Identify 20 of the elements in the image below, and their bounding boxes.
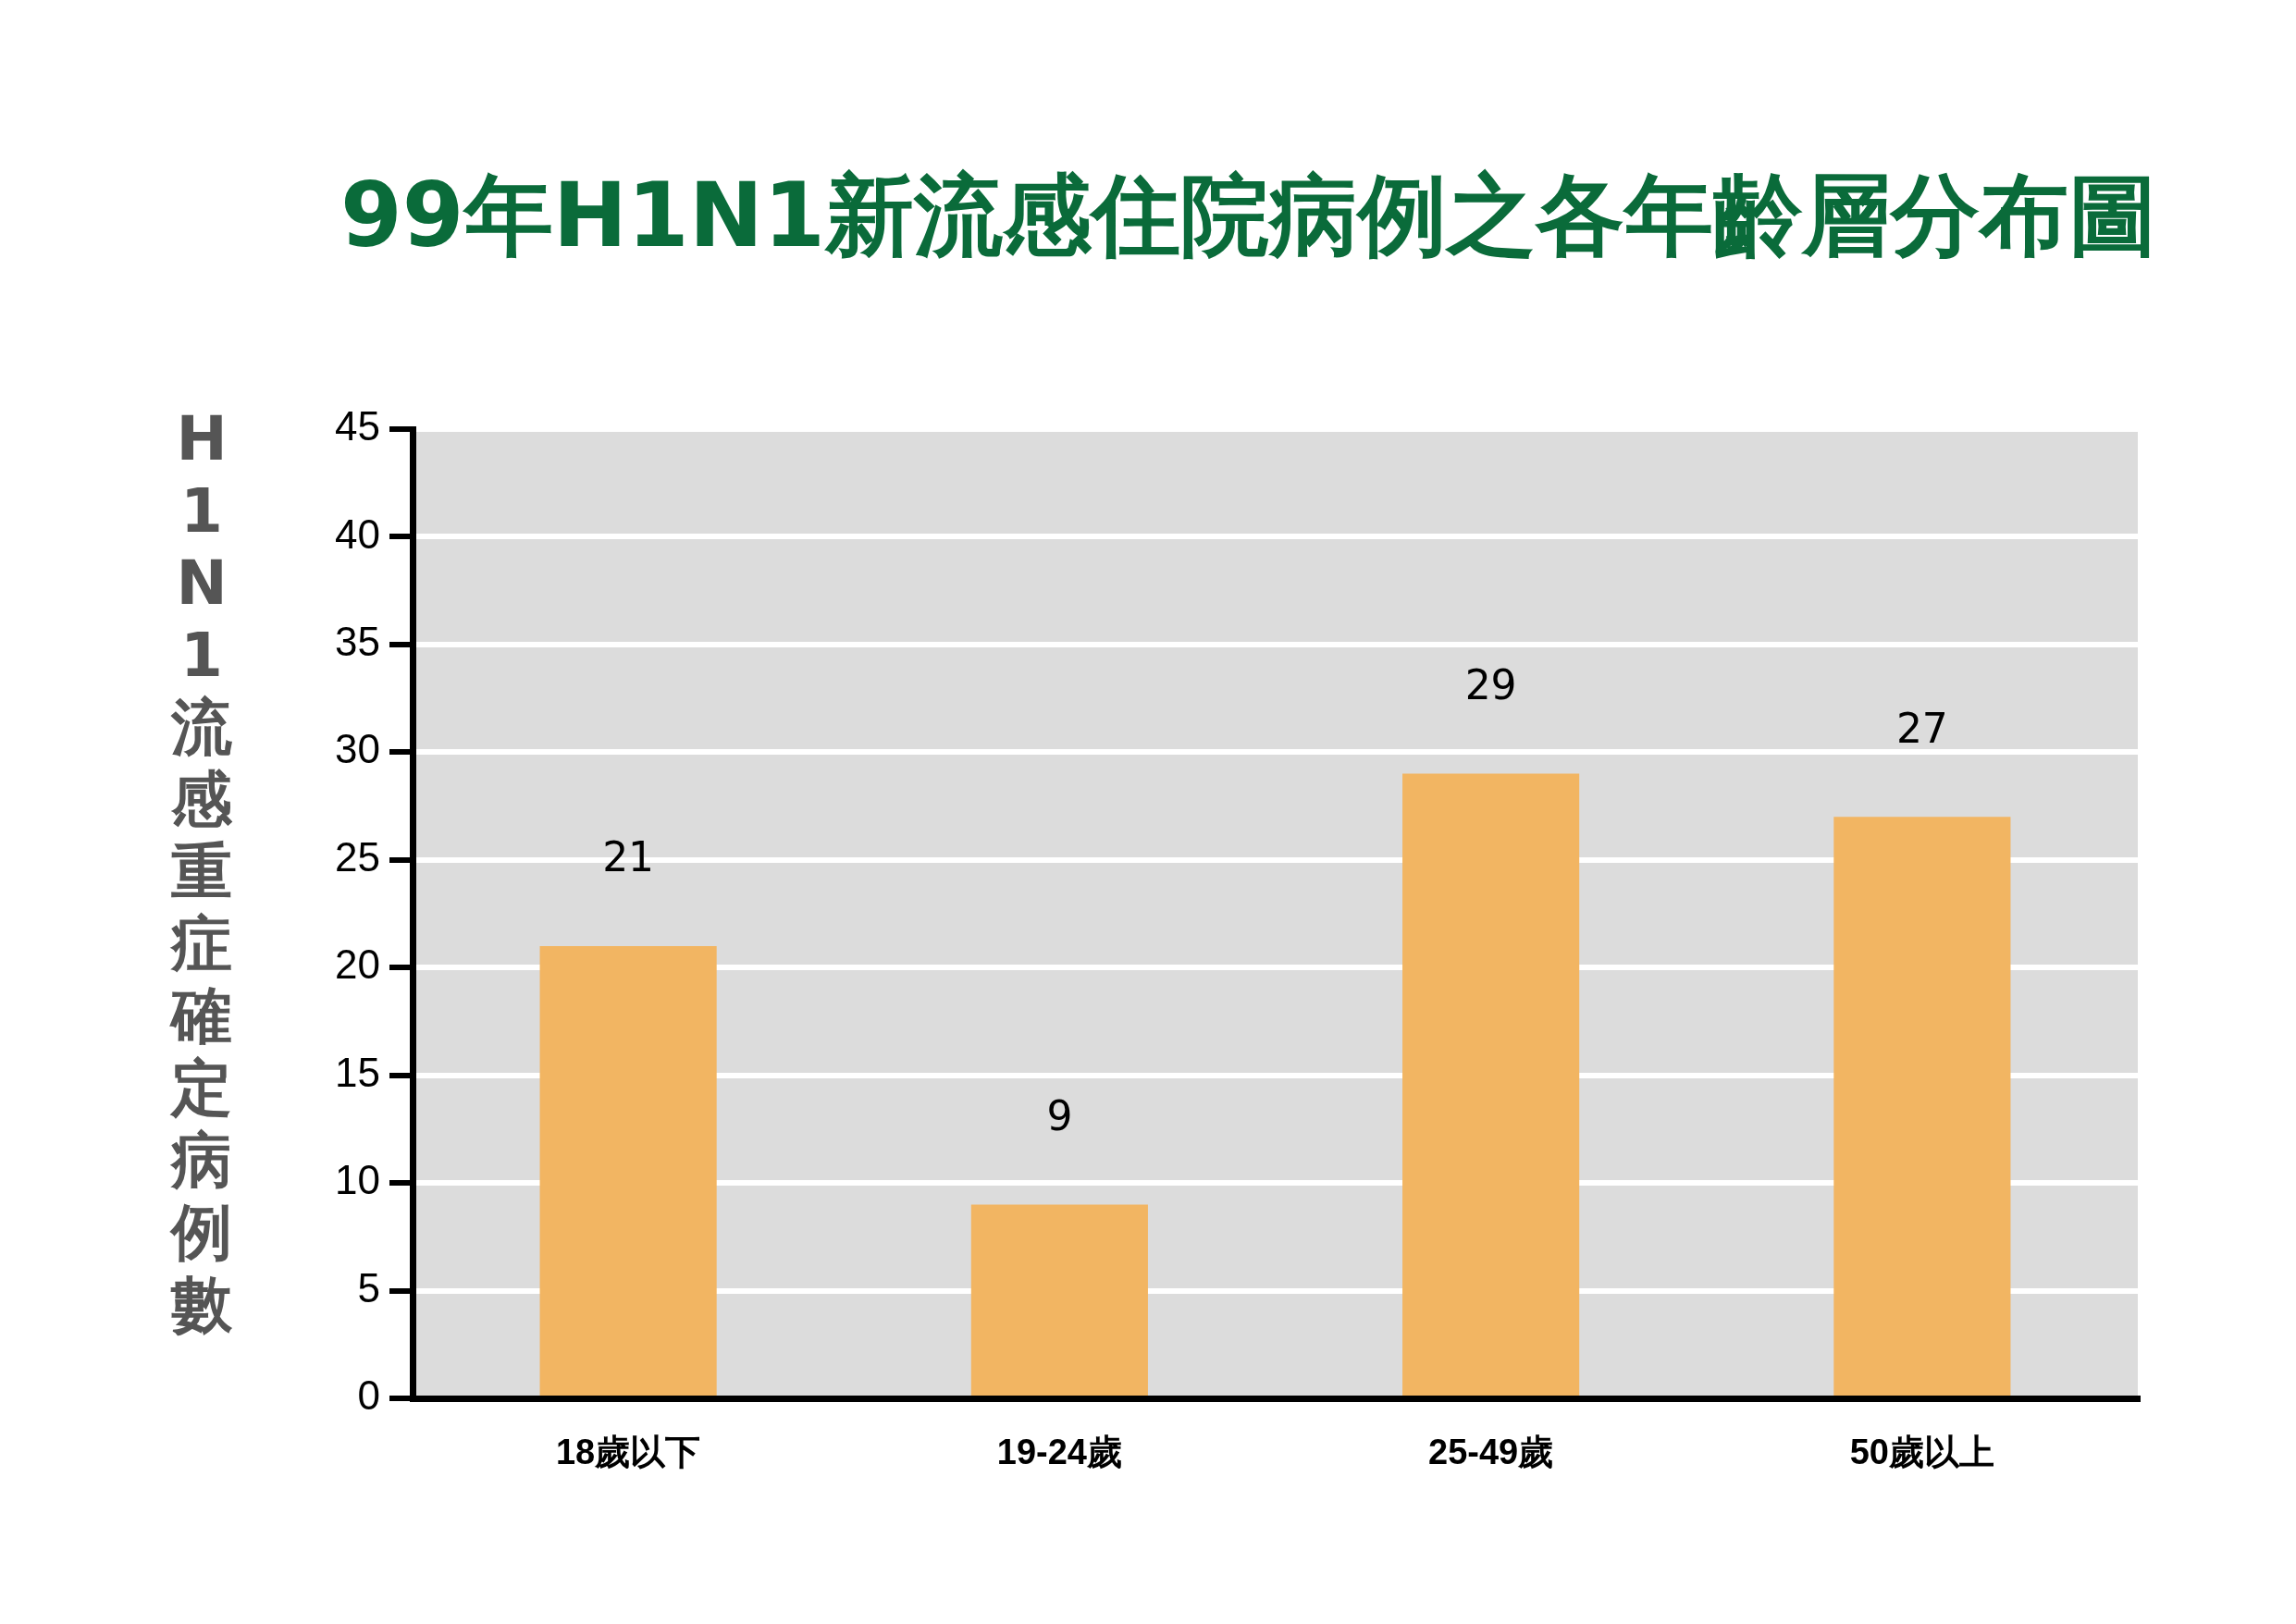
- x-tick-label: 18歲以下: [555, 1433, 701, 1472]
- data-label: 29: [1464, 661, 1517, 709]
- y-tick-label: 5: [357, 1264, 380, 1310]
- x-tick-label: 50歲以上: [1849, 1433, 1995, 1472]
- text: H1N1流感重症確定病例數: [171, 403, 232, 1340]
- y-tick-label: 30: [335, 726, 380, 772]
- y-tick-label: 20: [335, 941, 380, 988]
- y-tick-label: 35: [335, 619, 380, 665]
- y-tick-label: 10: [335, 1157, 380, 1203]
- x-tick-label: 19-24歲: [996, 1433, 1122, 1472]
- data-label: 9: [1046, 1091, 1073, 1139]
- data-label: 21: [602, 833, 655, 881]
- data-label: 27: [1895, 704, 1948, 752]
- y-tick-label: 45: [335, 403, 380, 449]
- chart-title: 99年H1N1新流感住院病例之各年齡層分布圖: [339, 163, 2158, 269]
- y-tick-label: 40: [335, 511, 380, 557]
- y-tick-label: 0: [357, 1372, 380, 1419]
- x-tick-label: 25-49歲: [1428, 1433, 1554, 1472]
- y-tick-label: 15: [335, 1049, 380, 1095]
- y-tick-label: 25: [335, 833, 380, 880]
